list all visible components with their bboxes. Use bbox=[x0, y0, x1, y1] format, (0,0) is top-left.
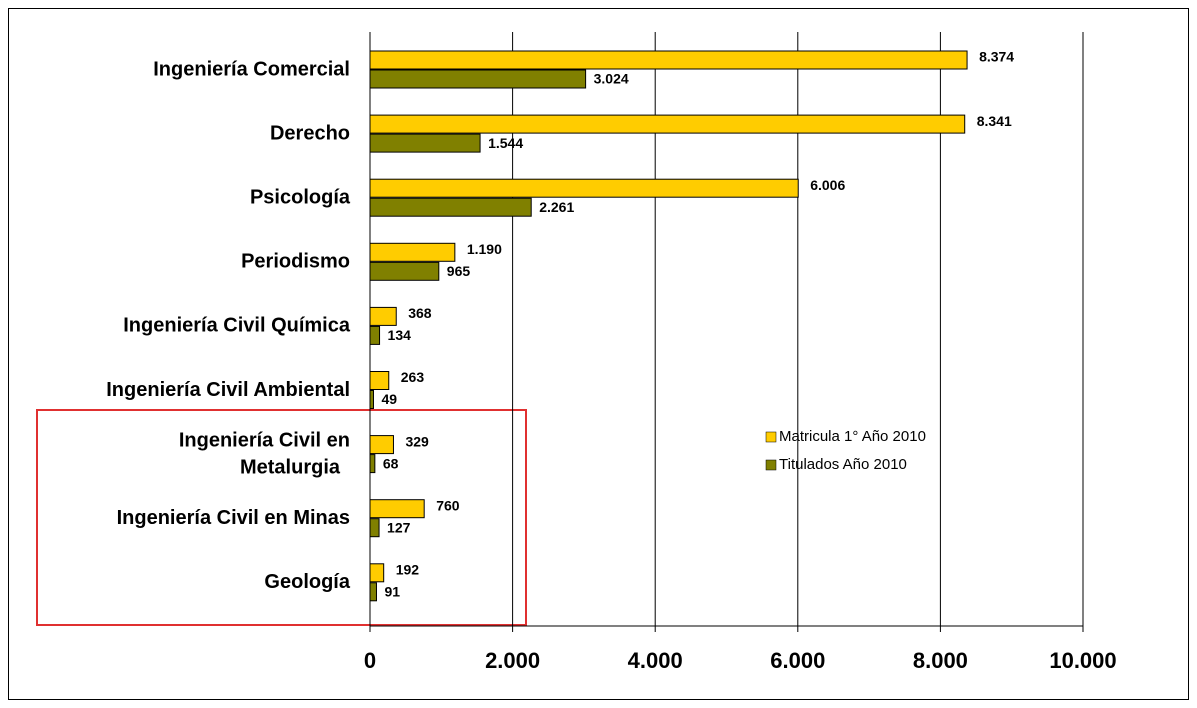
bar bbox=[369, 306, 397, 326]
bar bbox=[369, 582, 377, 602]
value-label: 965 bbox=[447, 263, 471, 279]
value-label: 8.374 bbox=[979, 49, 1014, 65]
value-label: 263 bbox=[401, 369, 425, 385]
category-label: Derecho bbox=[270, 122, 350, 144]
bar bbox=[369, 242, 456, 262]
x-tick-label: 6.000 bbox=[770, 648, 825, 673]
bar bbox=[369, 325, 381, 345]
value-label: 127 bbox=[387, 519, 411, 535]
category-label: Geología bbox=[264, 571, 350, 593]
category-label: Ingeniería Civil Química bbox=[123, 315, 351, 337]
chart-border bbox=[8, 8, 1189, 700]
bar bbox=[369, 114, 966, 134]
value-label: 368 bbox=[408, 305, 432, 321]
x-tick-label: 10.000 bbox=[1049, 648, 1116, 673]
bar bbox=[369, 178, 799, 198]
x-tick-label: 8.000 bbox=[913, 648, 968, 673]
value-label: 68 bbox=[383, 455, 399, 471]
bar bbox=[369, 563, 385, 583]
value-label: 8.341 bbox=[977, 113, 1012, 129]
legend-swatch bbox=[765, 459, 777, 471]
value-label: 760 bbox=[436, 497, 460, 513]
value-label: 1.190 bbox=[467, 241, 502, 257]
x-tick-label: 0 bbox=[364, 648, 376, 673]
value-label: 192 bbox=[396, 562, 420, 578]
bar bbox=[369, 50, 968, 70]
x-tick-label: 2.000 bbox=[485, 648, 540, 673]
category-label: Periodismo bbox=[241, 251, 350, 273]
value-label: 1.544 bbox=[488, 135, 523, 151]
category-label-line: Metalurgia bbox=[240, 457, 341, 479]
category-label: Psicología bbox=[250, 186, 351, 208]
value-label: 329 bbox=[405, 433, 429, 449]
bar bbox=[369, 390, 374, 409]
bar bbox=[369, 197, 532, 217]
bar bbox=[369, 499, 425, 519]
category-label: Ingeniería Comercial bbox=[153, 58, 350, 80]
value-label: 6.006 bbox=[810, 177, 845, 193]
bar bbox=[369, 454, 376, 474]
legend-label: Titulados Año 2010 bbox=[779, 456, 907, 473]
bar bbox=[369, 261, 440, 281]
bar bbox=[369, 69, 587, 89]
bar bbox=[369, 435, 394, 455]
legend-label: Matricula 1° Año 2010 bbox=[779, 428, 926, 445]
value-label: 91 bbox=[384, 584, 400, 600]
bar bbox=[369, 133, 481, 153]
value-label: 134 bbox=[388, 327, 412, 343]
value-label: 49 bbox=[381, 391, 397, 407]
value-label: 2.261 bbox=[539, 199, 574, 215]
category-label-line: Ingeniería Civil en bbox=[179, 430, 350, 452]
category-label: Ingeniería Civil en Metalurgia bbox=[179, 430, 350, 479]
highlight-box bbox=[36, 409, 527, 626]
bar bbox=[369, 518, 380, 538]
legend-swatch bbox=[765, 431, 777, 443]
category-label: Ingeniería Civil en Minas bbox=[117, 507, 350, 529]
category-label: Ingeniería Civil Ambiental bbox=[106, 379, 350, 401]
bar bbox=[369, 371, 390, 390]
value-label: 3.024 bbox=[594, 71, 629, 87]
x-tick-label: 4.000 bbox=[628, 648, 683, 673]
